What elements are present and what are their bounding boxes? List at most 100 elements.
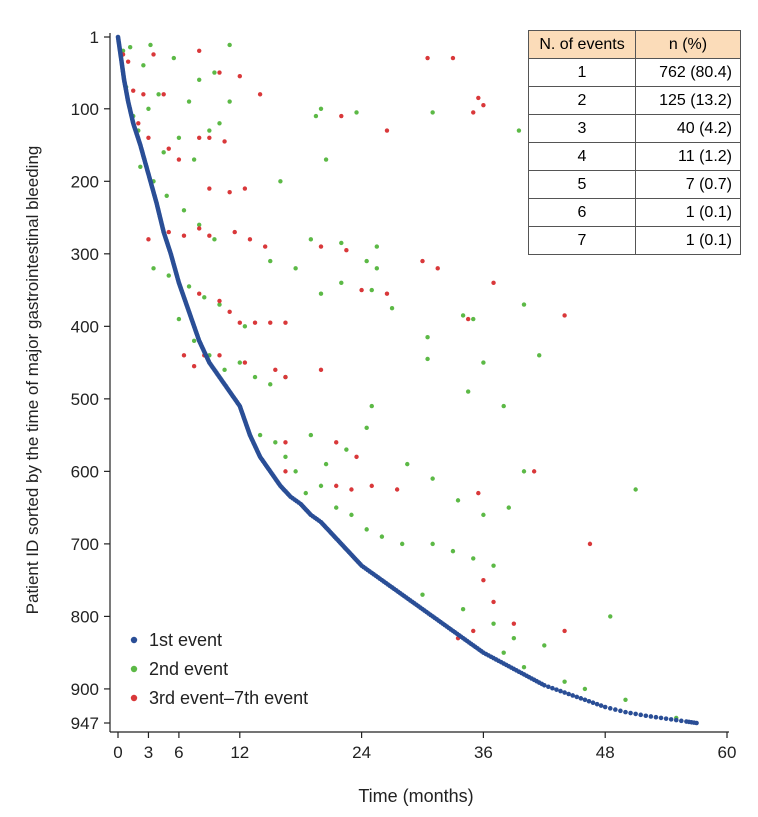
first-event-point [550, 685, 555, 691]
table-row: 7 1 (0.1) [528, 226, 741, 255]
second-event-point [339, 240, 344, 246]
third-event-point [166, 229, 171, 235]
second-event-point [207, 128, 212, 133]
x-axis-label: Time (months) [358, 786, 473, 806]
x-tick-label: 24 [352, 743, 371, 762]
second-event-point [379, 534, 385, 539]
first-event-point [658, 715, 664, 721]
third-event-point [465, 316, 471, 322]
second-event-point [339, 280, 344, 286]
third-event-point [161, 92, 166, 97]
second-event-point [127, 44, 133, 50]
table-row: 3 40 (4.2) [528, 114, 741, 143]
second-event-point [273, 440, 278, 445]
third-event-point [197, 226, 202, 231]
second-event-point [217, 302, 222, 307]
second-event-point [460, 606, 466, 612]
table-row: 5 7 (0.7) [528, 170, 741, 199]
table-cell-events: 4 [528, 142, 636, 171]
y-tick-label: 300 [71, 245, 99, 264]
second-event-point [542, 643, 547, 648]
second-event-point [521, 664, 527, 670]
second-event-point [176, 135, 182, 140]
table-cell-events: 6 [528, 198, 636, 227]
second-event-point [138, 164, 143, 170]
y-tick-label: 500 [71, 390, 99, 409]
third-event-point [283, 440, 288, 445]
third-event-point [476, 95, 481, 101]
second-event-point [537, 353, 542, 358]
second-event-point [344, 447, 349, 452]
second-event-point [257, 432, 263, 438]
second-event-point [450, 548, 456, 554]
third-event-point [227, 309, 232, 315]
table-header-events: N. of events [528, 30, 636, 59]
third-event-point [384, 291, 390, 296]
third-event-point [450, 55, 456, 61]
second-event-point [516, 128, 522, 133]
third-event-point [481, 577, 486, 583]
second-event-point [318, 106, 324, 111]
third-event-point [197, 48, 202, 53]
table-header-row: N. of events n (%) [528, 30, 741, 59]
second-event-point [491, 621, 496, 626]
third-event-point [425, 55, 430, 61]
first-event-point [679, 718, 684, 724]
third-event-point [273, 367, 278, 373]
events-count-table: N. of events n (%) 1 762 (80.4) 2 125 (1… [528, 30, 741, 255]
second-event-point [268, 258, 273, 264]
third-event-point [511, 621, 517, 626]
legend-marker [130, 694, 138, 702]
second-event-point [197, 77, 202, 82]
third-event-point [146, 237, 151, 242]
second-event-point [481, 512, 486, 518]
third-event-point [283, 469, 288, 474]
second-event-point [521, 302, 527, 307]
second-event-point [268, 382, 273, 387]
legend-label: 3rd event–7th event [149, 688, 308, 708]
third-event-point [146, 135, 151, 140]
table-cell-events: 7 [528, 226, 636, 255]
third-event-point [587, 541, 593, 547]
second-event-point [582, 686, 588, 692]
second-event-point [562, 679, 567, 684]
first-event-point [668, 717, 674, 722]
third-event-point [394, 487, 400, 492]
first-event-point [618, 708, 623, 714]
second-event-point [141, 63, 146, 68]
first-event-point [598, 703, 604, 708]
third-event-point [354, 454, 359, 460]
second-event-point [186, 99, 192, 104]
third-event-point [359, 287, 364, 293]
y-tick-label: 1 [90, 28, 99, 47]
third-event-point [531, 469, 537, 474]
second-event-point [364, 527, 369, 532]
second-event-point [318, 291, 324, 296]
first-event-point [648, 714, 654, 719]
first-event-point [558, 688, 563, 694]
first-event-point [586, 698, 592, 704]
second-event-point [227, 99, 232, 104]
third-event-point [227, 189, 232, 195]
third-event-point [197, 291, 202, 296]
table-row: 1 762 (80.4) [528, 58, 741, 87]
third-event-point [141, 92, 146, 97]
first-event-point [570, 693, 576, 698]
legend-label: 2nd event [149, 659, 228, 679]
second-event-point [471, 556, 476, 561]
third-event-point [471, 110, 476, 115]
third-event-point [252, 320, 258, 325]
second-event-point [151, 266, 156, 271]
second-event-point [191, 338, 197, 344]
x-tick-label: 36 [474, 743, 493, 762]
second-event-point [242, 324, 248, 329]
table-cell-n: 7 (0.7) [635, 170, 741, 199]
first-event-point [643, 713, 649, 719]
second-event-point [389, 306, 395, 311]
third-event-point [318, 244, 324, 249]
table-cell-events: 5 [528, 170, 636, 199]
first-event-point [673, 717, 679, 723]
second-event-point [405, 461, 410, 467]
third-event-point [369, 483, 374, 489]
second-event-point [420, 592, 425, 597]
